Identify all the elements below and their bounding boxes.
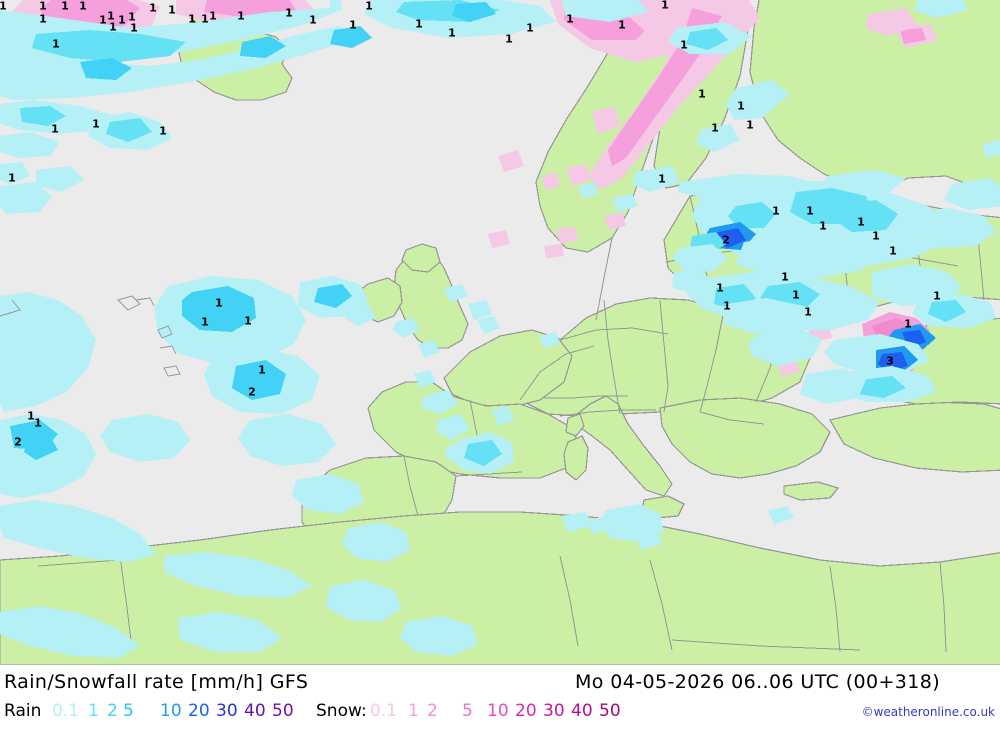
legend-snow-value: 50 (599, 701, 621, 721)
landmass-layer (0, 0, 1000, 665)
land-north-africa (0, 511, 1000, 665)
land-corsica (565, 413, 585, 437)
title-row: Rain/Snowfall rate [mm/h] GFS Mo 04-05-2… (0, 669, 1000, 697)
legend-snow-value: 2 (427, 701, 438, 721)
land-crete (783, 481, 840, 501)
legend-rain-value: 1 (88, 701, 99, 721)
legend-rain-value: 40 (244, 701, 266, 721)
land-balkans (659, 397, 831, 479)
legend-rain-label: Rain (4, 701, 42, 721)
rain-precipitation-layer (0, 0, 1000, 658)
legend-snow-value: 30 (543, 701, 565, 721)
legend-rain-value: 20 (188, 701, 210, 721)
copyright-notice: ©weatheronline.co.uk (861, 705, 995, 719)
coastline-overlay (0, 295, 181, 377)
legend-rain-value: 50 (272, 701, 294, 721)
legend-snow-value: 20 (515, 701, 537, 721)
model-run-timestamp: Mo 04-05-2026 06..06 UTC (00+318) (575, 671, 941, 693)
page-title: Rain/Snowfall rate [mm/h] GFS (4, 671, 309, 693)
land-italy (569, 395, 673, 497)
map-canvas (0, 0, 1000, 665)
land-scotland (401, 243, 441, 273)
land-turkey (829, 401, 1000, 473)
land-france-iberia (367, 381, 581, 479)
legend-snow-value: 40 (571, 701, 593, 721)
legend-snow-value: 0.1 (370, 701, 398, 721)
legend-snow-value: 5 (462, 701, 473, 721)
legend-rain-value: 2 (107, 701, 118, 721)
legend-rain-value: 5 (123, 701, 134, 721)
legend-snow-value: 10 (487, 701, 509, 721)
legend-rain-value: 10 (160, 701, 182, 721)
legend-snow-label: Snow: (316, 701, 367, 721)
land-sardinia (563, 435, 589, 481)
legend-rain-value: 0.1 (52, 701, 80, 721)
legend-rain-value: 30 (216, 701, 238, 721)
legend-snow-value: 1 (408, 701, 419, 721)
legend: Rain Snow: 0.1 1 2 5 10 20 30 40 50 0.1 1 2 5 10 20 30 4… (0, 701, 1000, 727)
map-footer: Rain/Snowfall rate [mm/h] GFS Mo 04-05-2… (0, 665, 1000, 733)
